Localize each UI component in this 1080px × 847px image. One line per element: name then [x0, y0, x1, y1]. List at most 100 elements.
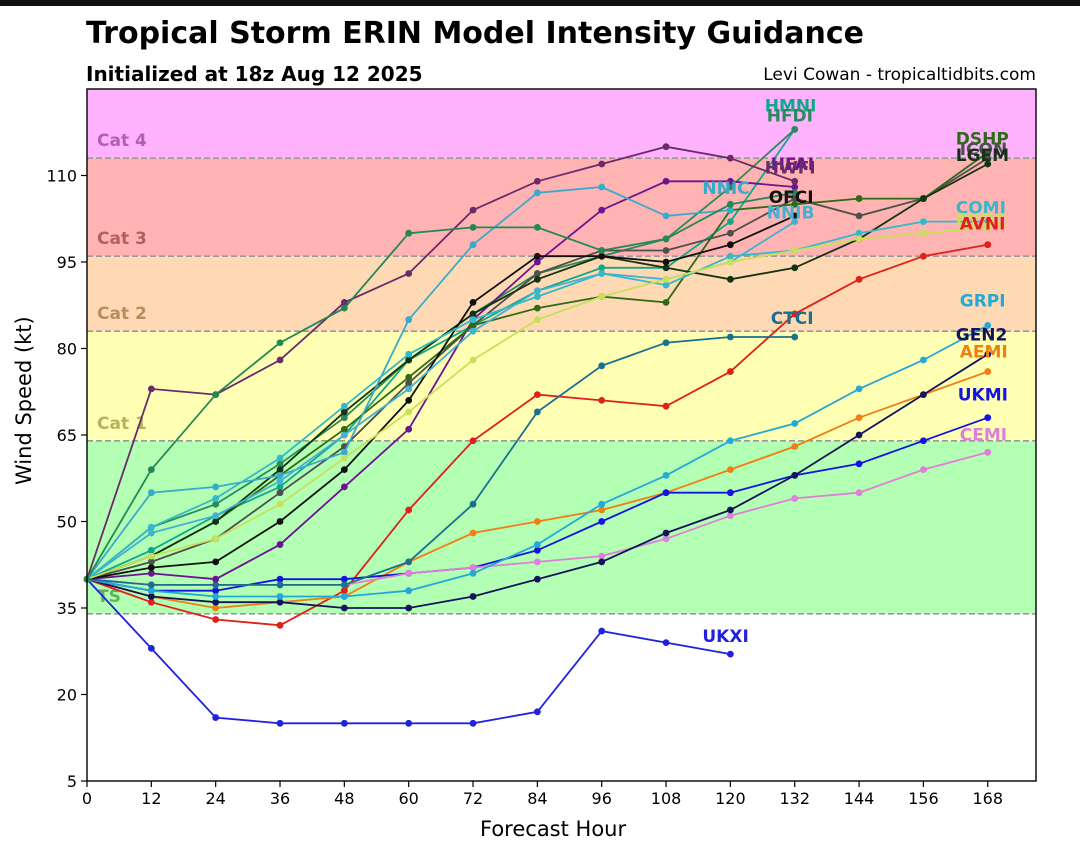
data-point-ukxi [340, 719, 348, 727]
data-point-hfai [662, 177, 670, 185]
series-label-gen2: GEN2 [956, 325, 1008, 345]
data-point-ofci [276, 518, 284, 525]
data-point-nnib [405, 385, 413, 393]
data-point-avni [405, 506, 413, 514]
data-point-comi [147, 523, 155, 531]
data-point-aemi [726, 466, 734, 473]
data-point-ctci [405, 558, 413, 566]
series-label-hmni: HMNI [765, 96, 817, 116]
series-label-ukmi: UKMI [958, 386, 1008, 406]
series-line-ofci [86, 215, 796, 581]
x-tick-label: 156 [908, 789, 939, 808]
data-point-lgem [533, 275, 541, 283]
data-point-cemi [405, 570, 413, 577]
data-point-icon [984, 154, 992, 162]
data-point-grpi [212, 593, 220, 600]
data-point-avni [855, 275, 863, 283]
data-point-icon [147, 558, 155, 566]
data-point-dshp [469, 322, 477, 329]
data-point-hfai [212, 575, 220, 583]
band-label-cat-3: Cat 3 [97, 229, 147, 249]
data-point-ukxi [147, 644, 155, 652]
band-label-ts: TS [97, 587, 121, 607]
x-tick-label: 96 [592, 789, 612, 808]
series-label-grpi: GRPI [960, 291, 1006, 311]
data-point-aemi [598, 506, 606, 514]
data-point-hfgi [791, 189, 799, 197]
data-point-ukxi [469, 719, 477, 727]
x-tick-label: 60 [399, 789, 419, 808]
data-point-ukmi [984, 414, 992, 422]
data-point-hfdi [212, 500, 220, 508]
data-point-hfai [276, 541, 284, 548]
series-line-hmni [86, 128, 796, 581]
data-point-ryoc [598, 293, 606, 300]
data-point-hwfi [340, 298, 348, 306]
series-label-ofci: OFCI [769, 188, 814, 208]
data-point-hwfi [276, 356, 284, 364]
data-point-nnib [147, 529, 155, 537]
data-point-dshp [405, 373, 413, 381]
data-point-ofci [340, 466, 348, 473]
data-point-cemi [598, 552, 606, 560]
data-point-comi [533, 293, 541, 300]
data-point-ryoc [469, 356, 477, 364]
data-point-aemi [212, 604, 220, 612]
series-label-hfdi: HFDI [767, 106, 813, 126]
data-point-ofci [598, 252, 606, 260]
data-point-hfai [405, 425, 413, 433]
data-point-dshp [533, 304, 541, 312]
data-point-avni [276, 621, 284, 629]
data-point-nnic [212, 483, 220, 491]
data-point-hfgi [212, 391, 220, 399]
data-point-grpi [855, 385, 863, 393]
data-point-comi [469, 316, 477, 324]
data-point-hwfi [405, 270, 413, 277]
data-point-icon [662, 247, 670, 254]
series-label-avni: AVNI [960, 215, 1006, 235]
series-line-hfai [86, 180, 795, 581]
data-point-ryoc [212, 535, 220, 543]
data-point-avni [533, 391, 541, 399]
data-point-nnib [212, 512, 220, 520]
band-label-cat-4: Cat 4 [97, 131, 147, 151]
data-point-hfgi [340, 304, 348, 312]
x-tick-label: 24 [205, 789, 225, 808]
data-point-aemi [984, 368, 992, 375]
data-point-nnib [533, 287, 541, 295]
data-point-dshp [340, 425, 348, 433]
data-point-gen2 [662, 529, 670, 537]
data-point-aemi [855, 414, 863, 422]
data-point-ofci [212, 558, 220, 566]
data-point-icon [791, 195, 799, 202]
data-point-nnic [726, 206, 734, 214]
data-point-ctci [791, 333, 799, 341]
data-point-hwfi [598, 160, 606, 168]
data-point-nnic [533, 189, 541, 197]
data-point-comi [726, 252, 734, 260]
x-tick-label: 84 [527, 789, 547, 808]
data-point-icon [405, 379, 413, 387]
data-point-ukmi [598, 518, 606, 525]
data-point-hfgi [726, 200, 734, 208]
x-tick-label: 144 [844, 789, 875, 808]
band-cat-1 [87, 331, 1036, 441]
data-point-ctci [276, 581, 284, 589]
data-point-hfai [791, 183, 799, 191]
data-point-hfdi [276, 460, 284, 468]
series-label-dshp: DSHP [956, 129, 1009, 149]
series-label-hwfi: HWFI [765, 158, 816, 178]
series-line-hwfi [86, 145, 796, 580]
data-point-aemi [791, 443, 799, 450]
data-point-icon [855, 212, 863, 220]
data-point-hfgi [276, 339, 284, 347]
data-point-hwfi [147, 385, 155, 393]
data-point-comi [340, 402, 348, 410]
data-point-hwfi [726, 154, 734, 162]
data-point-hfai [340, 483, 348, 491]
data-point-comi [984, 218, 992, 226]
data-point-ctci [533, 408, 541, 416]
data-point-hmni [147, 546, 155, 554]
data-point-avni [791, 310, 799, 318]
